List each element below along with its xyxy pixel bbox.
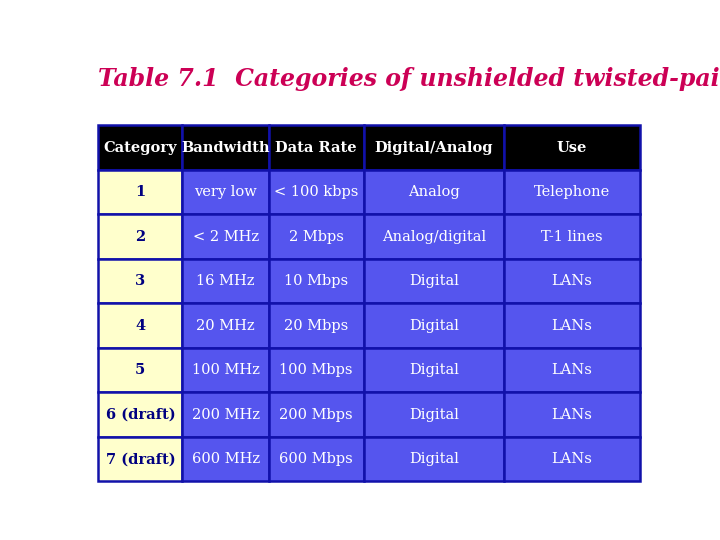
Text: 16 MHz: 16 MHz (197, 274, 255, 288)
Bar (99, 214, 182, 259)
Bar (99, 259, 182, 303)
Bar (364, 214, 504, 259)
Bar (504, 259, 639, 303)
Text: Use: Use (557, 140, 588, 154)
Text: 600 Mbps: 600 Mbps (279, 452, 353, 466)
Text: 200 Mbps: 200 Mbps (279, 408, 353, 422)
Bar (182, 303, 269, 348)
Bar (182, 393, 269, 437)
Bar (99, 170, 182, 214)
Bar (269, 303, 364, 348)
Text: 1: 1 (135, 185, 145, 199)
Text: 5: 5 (135, 363, 145, 377)
Text: 4: 4 (135, 319, 145, 333)
Bar (269, 348, 364, 393)
Bar (182, 214, 269, 259)
Bar (269, 437, 364, 482)
Text: 600 MHz: 600 MHz (192, 452, 260, 466)
Text: LANs: LANs (552, 408, 593, 422)
Bar (99, 393, 182, 437)
Text: Digital: Digital (409, 319, 459, 333)
Bar (504, 348, 639, 393)
Text: Digital: Digital (409, 408, 459, 422)
Bar (269, 214, 364, 259)
Text: 3: 3 (135, 274, 145, 288)
Bar (182, 348, 269, 393)
Text: Category: Category (104, 140, 177, 154)
Bar (99, 303, 182, 348)
Text: 20 MHz: 20 MHz (197, 319, 255, 333)
Bar (364, 259, 504, 303)
Text: 2 Mbps: 2 Mbps (289, 230, 343, 244)
Bar (504, 170, 639, 214)
Bar (364, 348, 504, 393)
Bar (269, 393, 364, 437)
Text: < 100 kbps: < 100 kbps (274, 185, 359, 199)
Text: LANs: LANs (552, 452, 593, 466)
Bar (269, 259, 364, 303)
Bar (504, 303, 639, 348)
Text: Bandwidth: Bandwidth (181, 140, 270, 154)
Text: Analog/digital: Analog/digital (382, 230, 486, 244)
Text: 6 (draft): 6 (draft) (106, 408, 175, 422)
Bar (504, 437, 639, 482)
Bar (99, 348, 182, 393)
Text: 10 Mbps: 10 Mbps (284, 274, 348, 288)
Text: Table 7.1  Categories of unshielded twisted-pair cables: Table 7.1 Categories of unshielded twist… (99, 68, 720, 91)
Bar (364, 170, 504, 214)
Bar (182, 125, 269, 170)
Bar (504, 125, 639, 170)
Bar (99, 437, 182, 482)
Bar (182, 170, 269, 214)
Text: LANs: LANs (552, 274, 593, 288)
Text: 200 MHz: 200 MHz (192, 408, 260, 422)
Text: LANs: LANs (552, 363, 593, 377)
Text: 100 Mbps: 100 Mbps (279, 363, 353, 377)
Bar (364, 393, 504, 437)
Bar (364, 437, 504, 482)
Bar (182, 437, 269, 482)
Text: Digital: Digital (409, 274, 459, 288)
Text: 20 Mbps: 20 Mbps (284, 319, 348, 333)
Bar (504, 214, 639, 259)
Text: LANs: LANs (552, 319, 593, 333)
Text: < 2 MHz: < 2 MHz (192, 230, 258, 244)
Text: 2: 2 (135, 230, 145, 244)
Bar (504, 393, 639, 437)
Text: 100 MHz: 100 MHz (192, 363, 259, 377)
Bar (364, 303, 504, 348)
Text: Digital/Analog: Digital/Analog (374, 140, 493, 154)
Bar (269, 170, 364, 214)
Bar (182, 259, 269, 303)
Bar (99, 125, 182, 170)
Text: Telephone: Telephone (534, 185, 610, 199)
Text: T-1 lines: T-1 lines (541, 230, 603, 244)
Text: Analog: Analog (408, 185, 460, 199)
Bar (269, 125, 364, 170)
Bar (364, 125, 504, 170)
Text: Digital: Digital (409, 363, 459, 377)
Text: Digital: Digital (409, 452, 459, 466)
Text: Data Rate: Data Rate (276, 140, 357, 154)
Text: 7 (draft): 7 (draft) (106, 452, 175, 466)
Text: very low: very low (194, 185, 257, 199)
